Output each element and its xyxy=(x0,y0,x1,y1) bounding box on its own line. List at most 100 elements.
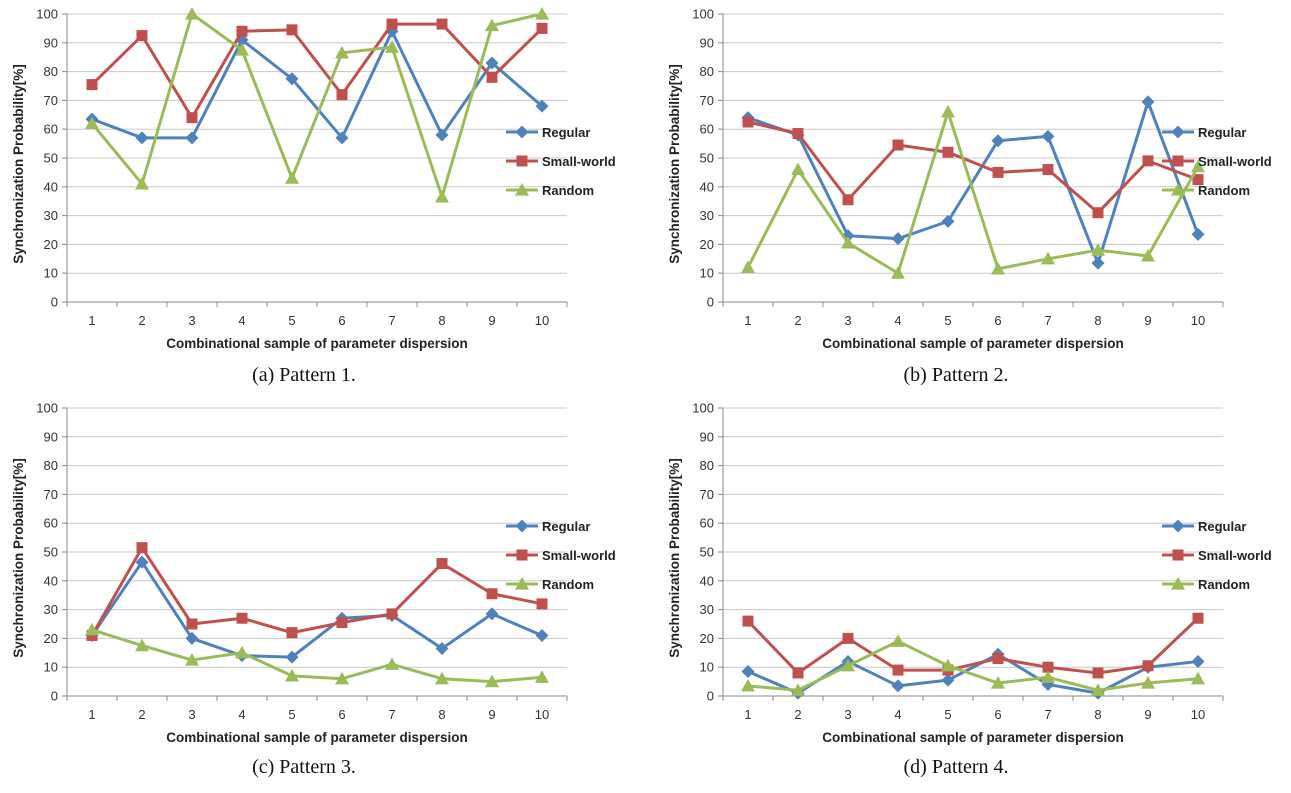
legend-marker-regular xyxy=(515,519,529,533)
data-point-random xyxy=(1191,671,1205,685)
data-point-random xyxy=(85,622,99,636)
x-tick-label: 2 xyxy=(138,313,145,328)
caption-pattern-2: (b) Pattern 2. xyxy=(903,364,1009,386)
y-tick-label: 70 xyxy=(700,487,714,502)
x-axis-title: Combinational sample of parameter disper… xyxy=(166,336,468,351)
x-tick-label: 1 xyxy=(88,313,95,328)
data-point-random xyxy=(1041,251,1055,265)
x-tick-label: 3 xyxy=(844,707,851,722)
legend-label-random: Random xyxy=(1198,183,1250,198)
x-tick-label: 8 xyxy=(438,313,445,328)
data-point-regular xyxy=(435,641,449,655)
data-point-small-world xyxy=(536,598,548,610)
data-point-regular xyxy=(535,629,549,643)
x-tick-label: 10 xyxy=(1191,707,1205,722)
x-tick-label: 3 xyxy=(844,313,851,328)
y-tick-label: 60 xyxy=(44,516,58,531)
data-point-random xyxy=(385,40,399,53)
y-tick-label: 100 xyxy=(36,401,58,416)
legend-marker-small-world xyxy=(516,549,528,561)
y-tick-label: 50 xyxy=(700,545,714,560)
y-axis-title: Synchronization Probability[%] xyxy=(667,458,682,658)
legend-label-regular: Regular xyxy=(1198,519,1246,534)
x-tick-label: 1 xyxy=(88,707,95,722)
data-point-small-world xyxy=(1042,164,1054,176)
data-point-random xyxy=(485,18,499,32)
data-point-random xyxy=(485,674,499,688)
x-tick-label: 5 xyxy=(944,707,951,722)
y-tick-label: 50 xyxy=(700,151,714,166)
data-point-random xyxy=(891,266,905,279)
data-point-small-world xyxy=(236,25,248,37)
y-tick-label: 10 xyxy=(44,266,58,281)
chart-panel-pattern-1: 0 10 20 30 40 50 60 70 80 90 100 1 2 3 4 5 6 7 8 9 10 Combina… xyxy=(0,0,635,399)
series-line-regular xyxy=(747,100,1200,265)
x-tick-label: 9 xyxy=(1144,313,1151,328)
data-point-small-world xyxy=(942,146,954,158)
data-point-regular xyxy=(185,631,199,645)
data-point-random xyxy=(285,171,299,184)
y-tick-label: 100 xyxy=(692,401,714,416)
data-point-random xyxy=(185,7,199,20)
data-point-small-world xyxy=(1142,155,1154,167)
data-point-random xyxy=(1191,159,1205,173)
series-line-small-world xyxy=(90,546,543,637)
x-tick-label: 9 xyxy=(488,707,495,722)
x-tick-label: 4 xyxy=(238,707,245,722)
y-tick-label: 0 xyxy=(707,295,714,310)
x-tick-label: 7 xyxy=(388,313,395,328)
data-point-small-world xyxy=(842,194,854,206)
y-tick-label: 40 xyxy=(44,179,58,194)
data-point-random xyxy=(335,671,349,685)
data-point-small-world xyxy=(86,630,98,642)
y-tick-label: 40 xyxy=(700,179,714,194)
data-point-small-world xyxy=(1192,174,1204,186)
data-point-regular xyxy=(485,56,499,70)
x-axis-title: Combinational sample of parameter disper… xyxy=(166,730,468,745)
data-point-regular xyxy=(891,232,905,246)
data-point-small-world xyxy=(742,116,754,128)
data-point-small-world xyxy=(892,664,904,676)
data-point-small-world xyxy=(992,166,1004,178)
series-line-random xyxy=(747,639,1199,692)
data-point-regular xyxy=(135,555,149,569)
data-point-small-world xyxy=(236,612,248,624)
data-point-small-world xyxy=(1142,660,1154,672)
data-point-random xyxy=(941,658,955,672)
data-point-random xyxy=(335,45,349,59)
data-point-regular xyxy=(1141,95,1155,109)
x-tick-label: 6 xyxy=(994,313,1001,328)
data-point-small-world xyxy=(1042,661,1054,673)
data-point-regular xyxy=(1041,129,1055,143)
x-tick-label: 4 xyxy=(894,313,901,328)
y-tick-label: 30 xyxy=(44,208,58,223)
x-tick-label: 4 xyxy=(894,707,901,722)
data-point-regular xyxy=(285,72,299,86)
legend-marker-small-world xyxy=(516,155,528,167)
data-point-random xyxy=(991,676,1005,689)
data-point-random xyxy=(1141,248,1155,262)
y-tick-label: 10 xyxy=(700,660,714,675)
data-point-regular xyxy=(891,679,905,693)
legend-label-small-world: Small-world xyxy=(542,154,616,169)
data-point-small-world xyxy=(792,667,804,679)
legend-marker-random xyxy=(1171,577,1185,590)
data-point-regular xyxy=(741,665,755,679)
x-tick-label: 7 xyxy=(388,707,395,722)
x-axis-title: Combinational sample of parameter disper… xyxy=(822,730,1124,745)
y-tick-label: 20 xyxy=(44,631,58,646)
series-line-random xyxy=(91,628,543,684)
chart-panel-pattern-4: 0 10 20 30 40 50 60 70 80 90 100 1 2 3 4 5 6 7 8 9 10 Combina… xyxy=(656,394,1291,793)
data-point-random xyxy=(891,634,905,647)
y-tick-label: 90 xyxy=(700,429,714,444)
legend-marker-regular xyxy=(1171,125,1185,139)
line-chart-pattern-3: 0 10 20 30 40 50 60 70 80 90 100 1 2 3 4 5 6 7 8 9 10 Combina… xyxy=(11,401,616,746)
y-tick-label: 20 xyxy=(44,237,58,252)
series-line-regular xyxy=(91,29,543,140)
data-point-regular xyxy=(991,134,1005,148)
data-point-small-world xyxy=(842,632,854,644)
data-point-random xyxy=(741,678,755,692)
data-point-random xyxy=(285,668,299,682)
y-tick-label: 10 xyxy=(44,660,58,675)
x-tick-label: 8 xyxy=(438,707,445,722)
